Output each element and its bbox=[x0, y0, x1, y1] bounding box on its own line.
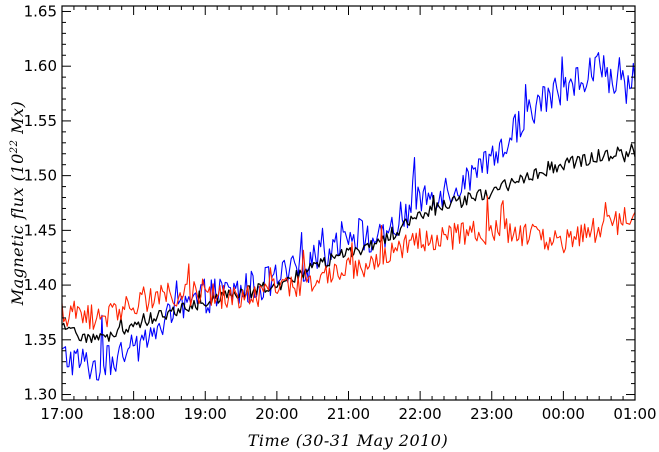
y-axis-title-exponent: 22 bbox=[9, 139, 20, 154]
x-tick-label: 23:00 bbox=[470, 405, 513, 423]
y-tick-label: 1.50 bbox=[24, 167, 57, 185]
series-line-3 bbox=[61, 195, 636, 330]
series-layer bbox=[61, 52, 636, 381]
y-axis-title: Magnetic flux (1022 Mx) bbox=[8, 101, 27, 307]
y-tick-label: 1.65 bbox=[24, 2, 57, 20]
x-tick-label: 20:00 bbox=[255, 405, 298, 423]
x-tick-label: 22:00 bbox=[399, 405, 442, 423]
x-tick-label: 01:00 bbox=[613, 405, 656, 423]
y-tick-label: 1.40 bbox=[24, 276, 57, 294]
y-tick-label: 1.60 bbox=[24, 57, 57, 75]
x-tick-label: 00:00 bbox=[542, 405, 585, 423]
y-tick-label: 1.30 bbox=[24, 386, 57, 404]
y-axis-title-suffix: Mx) bbox=[8, 101, 27, 140]
y-axis-title-prefix: Magnetic flux (10 bbox=[8, 153, 27, 306]
x-tick-label: 19:00 bbox=[184, 405, 227, 423]
series-line-1 bbox=[61, 52, 636, 381]
y-tick-label: 1.45 bbox=[24, 221, 57, 239]
tick-layer: 17:00 18:00 19:00 20:00 21:00 22:00 23:00 00:00… bbox=[24, 2, 657, 423]
x-tick-label: 18:00 bbox=[112, 405, 155, 423]
x-tick-label: 17:00 bbox=[40, 405, 83, 423]
y-tick-label: 1.35 bbox=[24, 331, 57, 349]
x-tick-label: 21:00 bbox=[327, 405, 370, 423]
y-tick-label: 1.55 bbox=[24, 112, 57, 130]
x-axis-title: Time (30-31 May 2010) bbox=[248, 431, 448, 450]
series-line-2 bbox=[61, 143, 636, 344]
